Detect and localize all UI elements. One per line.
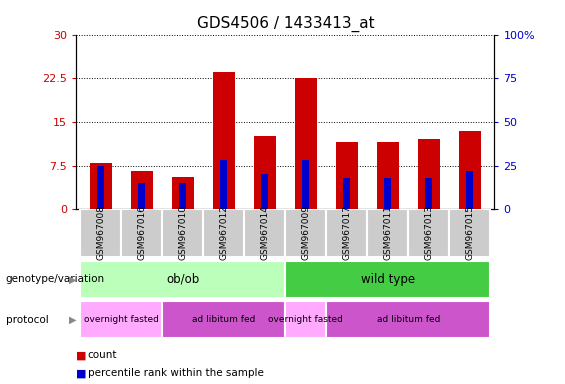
Bar bbox=[459, 131, 481, 209]
Bar bbox=[294, 78, 317, 209]
Text: ▶: ▶ bbox=[69, 274, 76, 285]
Bar bbox=[302, 161, 309, 209]
Text: wild type: wild type bbox=[360, 273, 415, 286]
Bar bbox=[98, 166, 105, 209]
Bar bbox=[180, 183, 186, 209]
Bar bbox=[138, 183, 145, 209]
Bar bbox=[285, 301, 327, 338]
Text: GSM967015: GSM967015 bbox=[466, 205, 474, 260]
Text: GSM967014: GSM967014 bbox=[260, 205, 270, 260]
Text: protocol: protocol bbox=[6, 314, 49, 325]
Title: GDS4506 / 1433413_at: GDS4506 / 1433413_at bbox=[197, 16, 374, 32]
Text: percentile rank within the sample: percentile rank within the sample bbox=[88, 368, 263, 378]
Text: GSM967012: GSM967012 bbox=[219, 205, 228, 260]
Text: GSM967008: GSM967008 bbox=[97, 205, 105, 260]
Text: ob/ob: ob/ob bbox=[166, 273, 199, 286]
Text: ad libitum fed: ad libitum fed bbox=[377, 315, 440, 324]
Text: GSM967017: GSM967017 bbox=[342, 205, 351, 260]
Bar bbox=[344, 178, 350, 209]
Bar bbox=[418, 139, 440, 209]
Bar bbox=[80, 301, 162, 338]
Text: ad libitum fed: ad libitum fed bbox=[192, 315, 255, 324]
Text: count: count bbox=[88, 350, 117, 360]
Text: GSM967009: GSM967009 bbox=[301, 205, 310, 260]
Text: GSM967016: GSM967016 bbox=[137, 205, 146, 260]
Text: GSM967013: GSM967013 bbox=[424, 205, 433, 260]
Text: overnight fasted: overnight fasted bbox=[84, 315, 159, 324]
Text: GSM967011: GSM967011 bbox=[383, 205, 392, 260]
Text: overnight fasted: overnight fasted bbox=[268, 315, 344, 324]
Bar bbox=[220, 161, 227, 209]
Bar bbox=[449, 209, 490, 257]
Bar bbox=[121, 209, 162, 257]
Bar bbox=[80, 209, 121, 257]
Bar bbox=[336, 142, 358, 209]
Text: GSM967010: GSM967010 bbox=[179, 205, 188, 260]
Bar bbox=[212, 73, 235, 209]
Text: ■: ■ bbox=[76, 368, 87, 378]
Bar bbox=[262, 174, 268, 209]
Bar bbox=[408, 209, 449, 257]
Text: ▶: ▶ bbox=[69, 314, 76, 325]
Bar bbox=[203, 209, 244, 257]
Bar bbox=[254, 136, 276, 209]
Bar bbox=[384, 178, 391, 209]
Bar bbox=[327, 209, 367, 257]
Text: ■: ■ bbox=[76, 350, 87, 360]
Bar bbox=[90, 163, 112, 209]
Bar bbox=[162, 209, 203, 257]
Bar bbox=[425, 178, 432, 209]
Bar bbox=[367, 209, 408, 257]
Bar bbox=[131, 171, 153, 209]
Bar bbox=[244, 209, 285, 257]
Bar bbox=[285, 261, 490, 298]
Bar bbox=[327, 301, 490, 338]
Bar bbox=[162, 301, 285, 338]
Bar bbox=[285, 209, 327, 257]
Bar bbox=[376, 142, 399, 209]
Bar bbox=[466, 171, 473, 209]
Text: genotype/variation: genotype/variation bbox=[6, 274, 105, 285]
Bar bbox=[80, 261, 285, 298]
Bar bbox=[172, 177, 194, 209]
